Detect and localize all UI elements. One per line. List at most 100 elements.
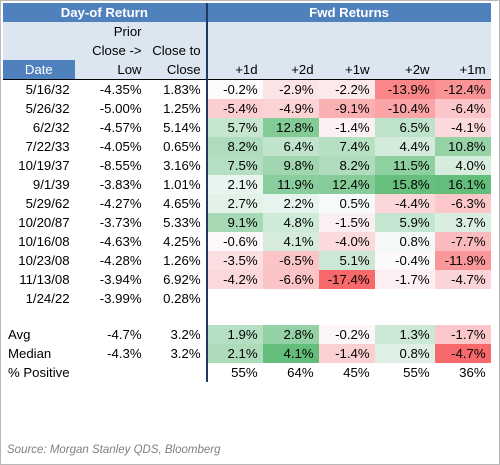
summary-fwd-cell-1m: -4.7%: [434, 344, 491, 363]
summary-row: Median -4.3% 3.2% 2.1% 4.1% -1.4% 0.8% -4.7%: [3, 344, 491, 363]
fwd-cell-1m: 4.0%: [434, 156, 491, 175]
fwd-col-header-1w: +1w: [318, 60, 375, 80]
summary-fwd-cell-2d: 4.1%: [262, 344, 319, 363]
fwd-cell-2d: -6.5%: [262, 251, 319, 270]
prior-close-low-cell: -3.94%: [99, 272, 142, 287]
subheader-row-2: Close -> Close to: [3, 41, 491, 60]
summary-fwd-cell-1m: 36%: [459, 365, 486, 380]
summary-fwd-cell-2w: 0.8%: [374, 344, 435, 363]
date-cell: 10/19/37: [18, 158, 70, 173]
fwd-cell-1m: -6.3%: [434, 194, 491, 213]
table-row: 7/22/33 -4.05% 0.65% 8.2% 6.4% 7.4% 4.4% 10.8%: [3, 137, 491, 156]
summary-fwd-cell-2w: 55%: [403, 365, 430, 380]
prior-close-low-cell: -4.27%: [99, 196, 142, 211]
summary-fwd-cell-1d: 1.9%: [206, 325, 263, 344]
returns-table: Day-of Return Fwd Returns Prior Close ->…: [3, 3, 491, 382]
subheader-row-1: Prior: [3, 22, 491, 41]
close-to-close-cell: 3.16%: [146, 156, 208, 175]
summary-label-cell: Avg: [8, 327, 31, 342]
fwd-cell-2d: -6.6%: [262, 270, 319, 289]
summary-close-cell: 3.2%: [146, 344, 208, 363]
summary-label-cell: % Positive: [8, 365, 70, 380]
fwd-cell-2d: 4.1%: [262, 232, 319, 251]
fwd-cell-1w: -4.0%: [318, 232, 375, 251]
fwd-cell-1w: 12.4%: [318, 175, 375, 194]
close-to-close-cell: 1.26%: [146, 251, 208, 270]
summary-fwd-cell-1d: 2.1%: [206, 344, 263, 363]
fwd-cell-2d: [263, 289, 319, 308]
summary-fwd-cell-1w: -1.4%: [318, 344, 375, 363]
prior-close-low-cell: -3.99%: [99, 291, 142, 306]
fwd-cell-2w: -10.4%: [374, 99, 435, 118]
date-cell: 11/13/08: [19, 272, 70, 287]
close-to-close-cell: 4.65%: [146, 194, 208, 213]
table-row: 11/13/08 -3.94% 6.92% -4.2% -6.6% -17.4% -1.7%…: [3, 270, 491, 289]
summary-prior-cell: -4.3%: [107, 346, 142, 361]
fwd-cell-1d: 9.1%: [206, 213, 263, 232]
fwd-cell-1w: 8.2%: [318, 156, 375, 175]
summary-row: % Positive 55% 64% 45% 55% 36%: [3, 363, 491, 382]
fwd-cell-2w: 15.8%: [374, 175, 435, 194]
close-to-close-cell: 1.01%: [146, 175, 208, 194]
prior-close-low-cell: -3.73%: [99, 215, 142, 230]
date-cell: 5/26/32: [25, 101, 70, 116]
fwd-cell-1d: 7.5%: [206, 156, 263, 175]
summary-fwd-cell-2d: 2.8%: [262, 325, 319, 344]
date-cell: 10/23/08: [18, 253, 70, 268]
fwd-cell-1w: -1.4%: [318, 118, 375, 137]
fwd-cell-2w: -0.4%: [374, 251, 435, 270]
prior-close-low-cell: -4.57%: [99, 120, 142, 135]
summary-fwd-cell-1w: 45%: [343, 365, 370, 380]
summary-fwd-cell-2d: 64%: [287, 365, 314, 380]
table-row: 10/20/87 -3.73% 5.33% 9.1% 4.8% -1.5% 5.9% 3.7%: [3, 213, 491, 232]
table-row: 10/19/37 -8.55% 3.16% 7.5% 9.8% 8.2% 11.5% 4.0%: [3, 156, 491, 175]
table-row: 5/29/62 -4.27% 4.65% 2.7% 2.2% 0.5% -4.4% -6.3%: [3, 194, 491, 213]
fwd-col-header-2d: +2d: [262, 60, 319, 80]
spacer-row: [3, 308, 491, 325]
fwd-cell-2d: 6.4%: [262, 137, 319, 156]
summary-row: Avg -4.7% 3.2% 1.9% 2.8% -0.2% 1.3% -1.7%: [3, 325, 491, 344]
close-to-close-cell: 0.28%: [146, 289, 208, 308]
prior-close-low-cell: -4.28%: [99, 253, 142, 268]
fwd-cell-1w: -2.2%: [318, 79, 375, 99]
summary-fwd-cell-1w: -0.2%: [318, 325, 375, 344]
fwd-cell-1m: -4.7%: [434, 270, 491, 289]
fwd-cell-1w: -1.5%: [318, 213, 375, 232]
summary-fwd-cell-2w: 1.3%: [374, 325, 435, 344]
fwd-cell-2d: -4.9%: [262, 99, 319, 118]
fwd-cell-1m: 3.7%: [434, 213, 491, 232]
fwd-cell-2w: 5.9%: [374, 213, 435, 232]
fwd-cell-1m: 10.8%: [434, 137, 491, 156]
fwd-cell-2w: 4.4%: [374, 137, 435, 156]
fwd-cell-1d: 2.7%: [206, 194, 263, 213]
prior-close-low-cell: -5.00%: [99, 101, 142, 116]
close-to-close-cell: 0.65%: [146, 137, 208, 156]
summary-close-cell: 3.2%: [146, 325, 208, 344]
fwd-cell-1d: -0.6%: [206, 232, 263, 251]
fwd-cell-2w: -4.4%: [374, 194, 435, 213]
summary-fwd-cell-1d: 55%: [231, 365, 258, 380]
fwd-cell-1m: -4.1%: [434, 118, 491, 137]
fwd-cell-1w: -9.1%: [318, 99, 375, 118]
prior-close-low-cell: -4.63%: [99, 234, 142, 249]
fwd-cell-1m: 16.1%: [434, 175, 491, 194]
fwd-cell-1d: 8.2%: [206, 137, 263, 156]
fwd-cell-1d: 2.1%: [206, 175, 263, 194]
close-to-close-cell: 1.83%: [146, 79, 208, 99]
fwd-cell-1w: 5.1%: [318, 251, 375, 270]
fwd-cell-1d: -5.4%: [206, 99, 263, 118]
col-close-line2: Close to: [146, 41, 208, 60]
fwd-cell-2w: [375, 289, 435, 308]
fwd-cell-1w: 7.4%: [318, 137, 375, 156]
close-to-close-cell: 5.33%: [146, 213, 208, 232]
summary-prior-cell: [75, 363, 147, 382]
fwd-col-header-1d: +1d: [206, 60, 263, 80]
table-row: 5/16/32 -4.35% 1.83% -0.2% -2.9% -2.2% -13.9% -…: [3, 79, 491, 99]
fwd-cell-1m: -12.4%: [434, 79, 491, 99]
close-to-close-cell: 5.14%: [146, 118, 208, 137]
fwd-cell-2d: 9.8%: [262, 156, 319, 175]
summary-fwd-cell-1m: -1.7%: [434, 325, 491, 344]
table-row: 1/24/22 -3.99% 0.28%: [3, 289, 491, 308]
date-cell: 5/29/62: [25, 196, 70, 211]
